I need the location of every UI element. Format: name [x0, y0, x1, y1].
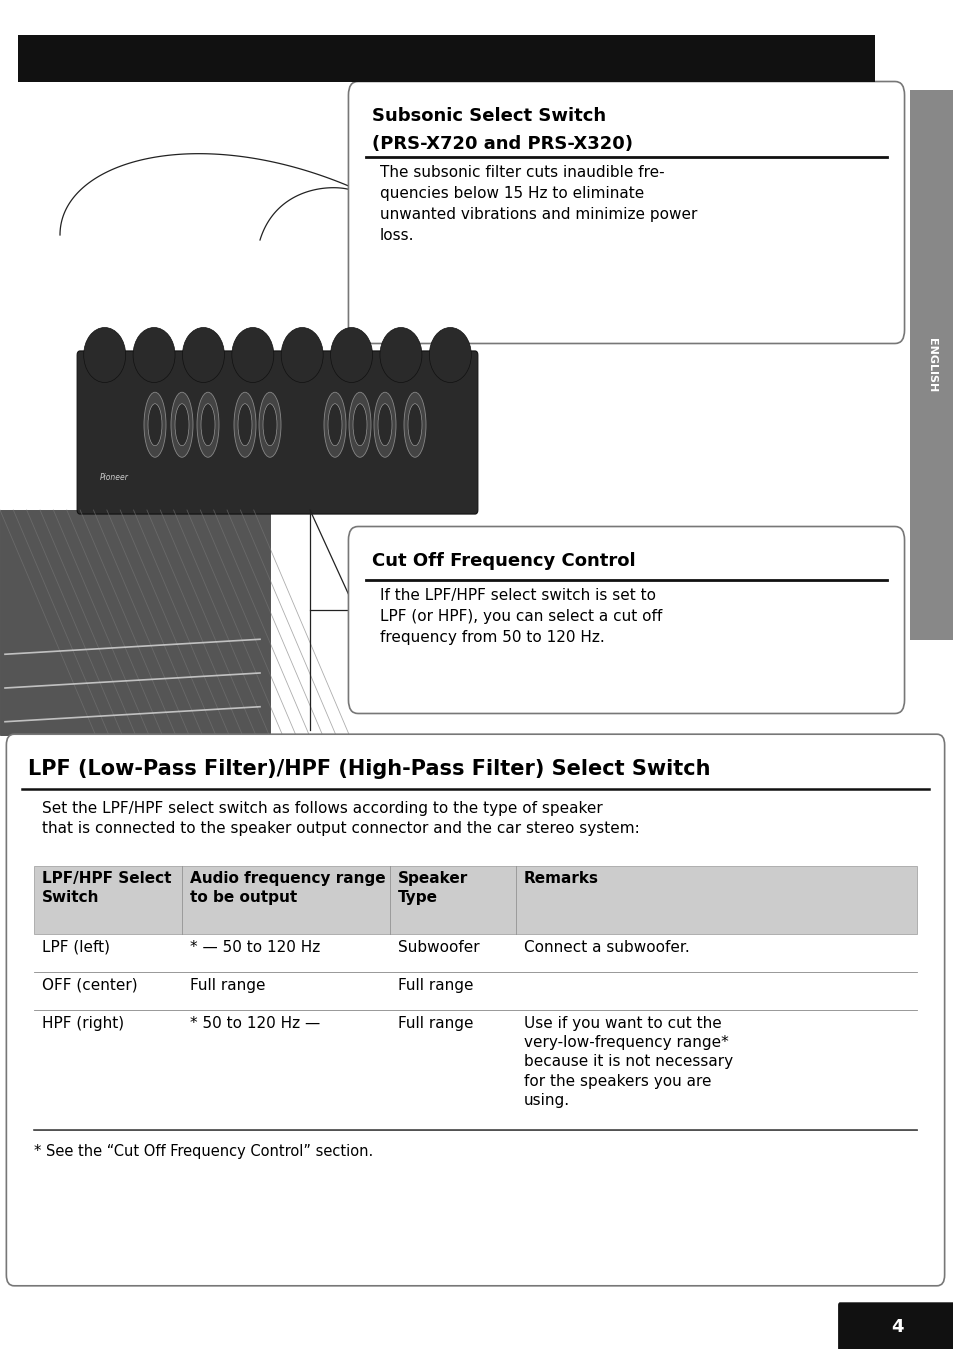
Text: * 50 to 120 Hz —: * 50 to 120 Hz —: [191, 1016, 320, 1031]
Text: Full range: Full range: [397, 978, 473, 993]
Ellipse shape: [196, 393, 219, 457]
Ellipse shape: [353, 403, 367, 445]
FancyBboxPatch shape: [348, 526, 903, 714]
Text: * — 50 to 120 Hz: * — 50 to 120 Hz: [191, 940, 320, 955]
Ellipse shape: [377, 403, 392, 445]
Ellipse shape: [132, 328, 174, 383]
FancyBboxPatch shape: [77, 351, 477, 514]
Ellipse shape: [429, 328, 471, 383]
Text: Full range: Full range: [397, 1016, 473, 1031]
Text: Pioneer: Pioneer: [100, 473, 129, 482]
Ellipse shape: [281, 328, 323, 383]
Ellipse shape: [171, 393, 193, 457]
Text: Cut Off Frequency Control: Cut Off Frequency Control: [372, 552, 635, 571]
FancyBboxPatch shape: [838, 1302, 953, 1349]
FancyBboxPatch shape: [18, 35, 874, 82]
FancyBboxPatch shape: [34, 866, 916, 934]
FancyBboxPatch shape: [7, 734, 943, 1286]
Ellipse shape: [201, 403, 214, 445]
Ellipse shape: [379, 328, 421, 383]
Ellipse shape: [233, 393, 255, 457]
Text: LPF/HPF Select
Switch: LPF/HPF Select Switch: [42, 871, 172, 905]
FancyBboxPatch shape: [0, 510, 270, 735]
Ellipse shape: [232, 328, 274, 383]
Ellipse shape: [331, 328, 373, 383]
Ellipse shape: [349, 393, 371, 457]
Ellipse shape: [258, 393, 281, 457]
FancyBboxPatch shape: [909, 90, 953, 639]
Text: LPF (Low-Pass Filter)/HPF (High-Pass Filter) Select Switch: LPF (Low-Pass Filter)/HPF (High-Pass Fil…: [28, 759, 710, 778]
Text: Use if you want to cut the
very-low-frequency range*
because it is not necessary: Use if you want to cut the very-low-freq…: [523, 1016, 733, 1108]
Text: 4: 4: [890, 1318, 902, 1336]
Text: OFF (center): OFF (center): [42, 978, 137, 993]
Text: * See the “Cut Off Frequency Control” section.: * See the “Cut Off Frequency Control” se…: [34, 1144, 373, 1159]
Text: Subwoofer: Subwoofer: [397, 940, 479, 955]
Ellipse shape: [237, 403, 252, 445]
Ellipse shape: [403, 393, 426, 457]
FancyBboxPatch shape: [348, 81, 903, 344]
Ellipse shape: [328, 403, 341, 445]
Text: Subsonic Select Switch: Subsonic Select Switch: [372, 107, 605, 125]
Ellipse shape: [148, 403, 162, 445]
Text: The subsonic filter cuts inaudible fre-
quencies below 15 Hz to eliminate
unwant: The subsonic filter cuts inaudible fre- …: [379, 165, 697, 243]
Ellipse shape: [324, 393, 346, 457]
Ellipse shape: [263, 403, 276, 445]
Text: Connect a subwoofer.: Connect a subwoofer.: [523, 940, 689, 955]
Ellipse shape: [182, 328, 224, 383]
Text: Speaker
Type: Speaker Type: [397, 871, 468, 905]
Text: Full range: Full range: [191, 978, 266, 993]
Ellipse shape: [408, 403, 421, 445]
Text: LPF (left): LPF (left): [42, 940, 110, 955]
Ellipse shape: [84, 328, 126, 383]
Text: HPF (right): HPF (right): [42, 1016, 124, 1031]
Text: If the LPF/HPF select switch is set to
LPF (or HPF), you can select a cut off
fr: If the LPF/HPF select switch is set to L…: [379, 588, 661, 645]
Ellipse shape: [144, 393, 166, 457]
Text: Audio frequency range
to be output: Audio frequency range to be output: [191, 871, 386, 905]
Text: Set the LPF/HPF select switch as follows according to the type of speaker
that i: Set the LPF/HPF select switch as follows…: [42, 801, 639, 836]
Text: (PRS-X720 and PRS-X320): (PRS-X720 and PRS-X320): [372, 135, 633, 152]
Ellipse shape: [374, 393, 395, 457]
Text: ENGLISH: ENGLISH: [926, 337, 936, 393]
Text: Remarks: Remarks: [523, 871, 598, 886]
Ellipse shape: [174, 403, 189, 445]
